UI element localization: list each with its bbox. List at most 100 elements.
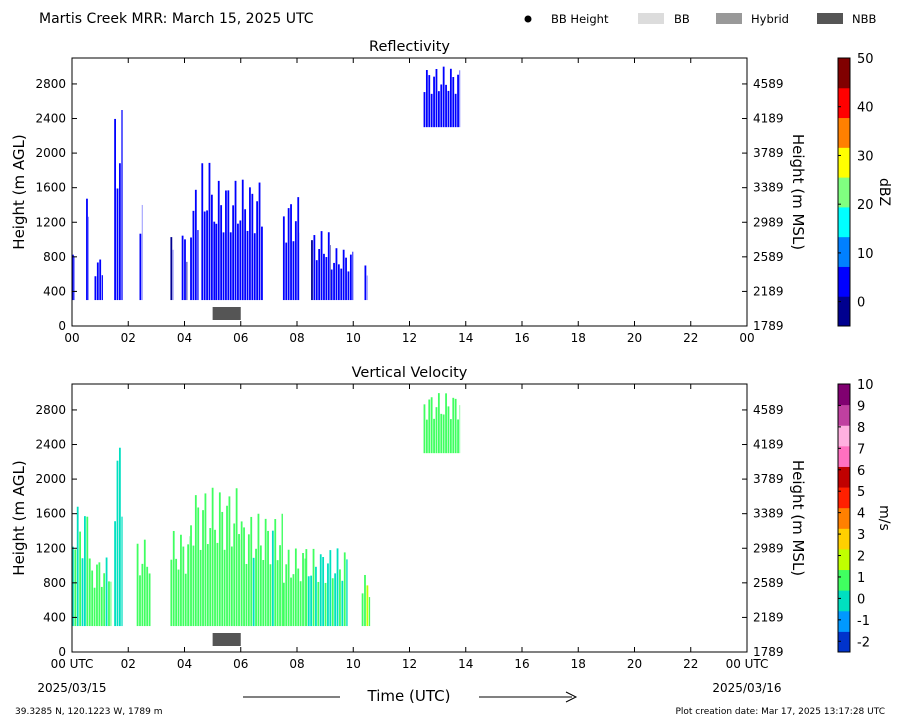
velocity-echo-column <box>88 558 91 627</box>
velocity-colorbar-tick-label: 1 <box>857 571 865 586</box>
reflectivity-echo-column <box>452 77 455 128</box>
reflectivity-echo-column <box>210 194 213 301</box>
velocity-x-tick-label: 20 <box>627 657 642 671</box>
reflectivity-echo-column <box>181 235 184 301</box>
velocity-echo-column <box>269 564 272 627</box>
velocity-x-tick-label: 14 <box>458 657 473 671</box>
velocity-y-axis-label: Height (m AGL) <box>10 460 28 575</box>
velocity-echo-column <box>276 560 279 627</box>
velocity-echo-column <box>433 418 435 454</box>
reflectivity-echo-cell <box>86 198 89 301</box>
velocity-echo-column <box>336 548 339 627</box>
velocity-colorbar-segment <box>838 569 850 591</box>
velocity-colorbar-segment <box>838 487 850 509</box>
reflectivity-echo-cell <box>364 265 368 301</box>
velocity-echo-column <box>148 573 151 627</box>
reflectivity-echo-column <box>330 269 333 301</box>
velocity-echo-column <box>307 576 310 627</box>
reflectivity-echo-column <box>352 251 354 301</box>
reflectivity-echo-column <box>213 221 216 301</box>
velocity-echo-column <box>245 563 248 627</box>
velocity-x-tick-label: 18 <box>571 657 586 671</box>
reflectivity-echo-column <box>294 221 297 301</box>
velocity-echo-column <box>93 587 96 627</box>
reflectivity-colorbar-segment <box>838 117 850 148</box>
reflectivity-echo-column <box>222 232 225 301</box>
velocity-echo-column <box>86 516 89 627</box>
reflectivity-echo-column <box>337 264 340 301</box>
velocity-y-tick-label: 2000 <box>35 472 66 486</box>
velocity-echo-column <box>184 573 187 627</box>
reflectivity-echo-column <box>139 233 142 301</box>
reflectivity-y-tick-label: 2000 <box>35 146 66 160</box>
velocity-echo-column <box>423 404 426 454</box>
reflectivity-echo-column <box>459 70 461 128</box>
reflectivity-x-tick-label: 10 <box>346 331 361 345</box>
reflectivity-y-tick-label: 2800 <box>35 77 66 91</box>
reflectivity-echo-column <box>447 90 450 128</box>
reflectivity-echo-column <box>253 233 256 301</box>
velocity-echo-column <box>235 488 238 627</box>
reflectivity-echo-column <box>437 91 440 128</box>
reflectivity-echo-column <box>203 211 206 301</box>
velocity-colorbar-tick-label: -2 <box>857 635 870 650</box>
figure-title: Martis Creek MRR: March 15, 2025 UTC <box>39 11 314 27</box>
velocity-y2-tick-label: 2589 <box>753 576 784 590</box>
reflectivity-echo-cell <box>311 231 331 301</box>
velocity-y2-tick-label: 4189 <box>753 438 784 452</box>
velocity-echo-column <box>192 545 195 627</box>
reflectivity-y-axis-label: Height (m AGL) <box>10 134 28 249</box>
velocity-echo-column <box>103 573 106 627</box>
reflectivity-x-tick-label: 18 <box>571 331 586 345</box>
velocity-echo-column <box>331 578 334 627</box>
reflectivity-colorbar-segment <box>838 147 850 178</box>
legend-bb-label: BB <box>674 12 690 26</box>
velocity-echo-column <box>226 505 228 627</box>
reflectivity-colorbar-segment <box>838 58 850 89</box>
reflectivity-echo-column <box>192 210 195 301</box>
reflectivity-echo-cell <box>139 204 143 301</box>
velocity-x-tick-label: 22 <box>683 657 698 671</box>
reflectivity-echo-column <box>311 240 313 301</box>
velocity-echo-column <box>72 546 74 627</box>
velocity-echo-column <box>105 557 108 627</box>
velocity-echo-column <box>110 581 112 627</box>
velocity-colorbar-tick-label: 2 <box>857 550 865 565</box>
velocity-echo-column <box>170 559 173 627</box>
reflectivity-y2-tick-label: 2589 <box>753 250 784 264</box>
velocity-echo-column <box>262 559 265 627</box>
reflectivity-echo-column <box>457 74 459 128</box>
reflectivity-colorbar-tick-label: 20 <box>857 198 874 213</box>
velocity-echo-column <box>364 574 366 627</box>
velocity-echo-column <box>202 510 204 627</box>
velocity-title: Vertical Velocity <box>352 365 468 381</box>
reflectivity-echo-column <box>237 223 239 301</box>
velocity-echo-column <box>197 507 200 627</box>
velocity-echo-column <box>287 549 290 627</box>
reflectivity-echo-column <box>335 248 338 301</box>
velocity-echo-column <box>243 527 245 627</box>
velocity-colorbar-tick-label: 8 <box>857 421 865 436</box>
reflectivity-colorbar-segment <box>838 266 850 297</box>
velocity-echo-column <box>214 529 216 627</box>
velocity-echo-column <box>79 531 81 627</box>
reflectivity-echo-column <box>454 93 457 128</box>
reflectivity-echo-column <box>186 261 188 301</box>
velocity-echo-column <box>121 516 123 627</box>
time-arrow-head-icon <box>565 691 578 703</box>
velocity-echo-column <box>334 573 337 627</box>
legend-nbb-label: NBB <box>852 12 876 26</box>
velocity-echo-column <box>114 521 116 627</box>
reflectivity-echo-column <box>239 220 242 301</box>
reflectivity-echo-cell <box>94 259 103 301</box>
velocity-y-tick-label: 400 <box>43 610 66 624</box>
velocity-echo-column <box>182 546 185 627</box>
velocity-echo-column <box>228 496 231 627</box>
velocity-x-tick-label: 02 <box>121 657 136 671</box>
velocity-echo-column <box>257 513 260 627</box>
reflectivity-echo-column <box>347 271 350 301</box>
velocity-colorbar-tick-label: 9 <box>857 399 865 414</box>
velocity-echo-column <box>274 519 277 627</box>
reflectivity-echo-column <box>170 237 173 301</box>
